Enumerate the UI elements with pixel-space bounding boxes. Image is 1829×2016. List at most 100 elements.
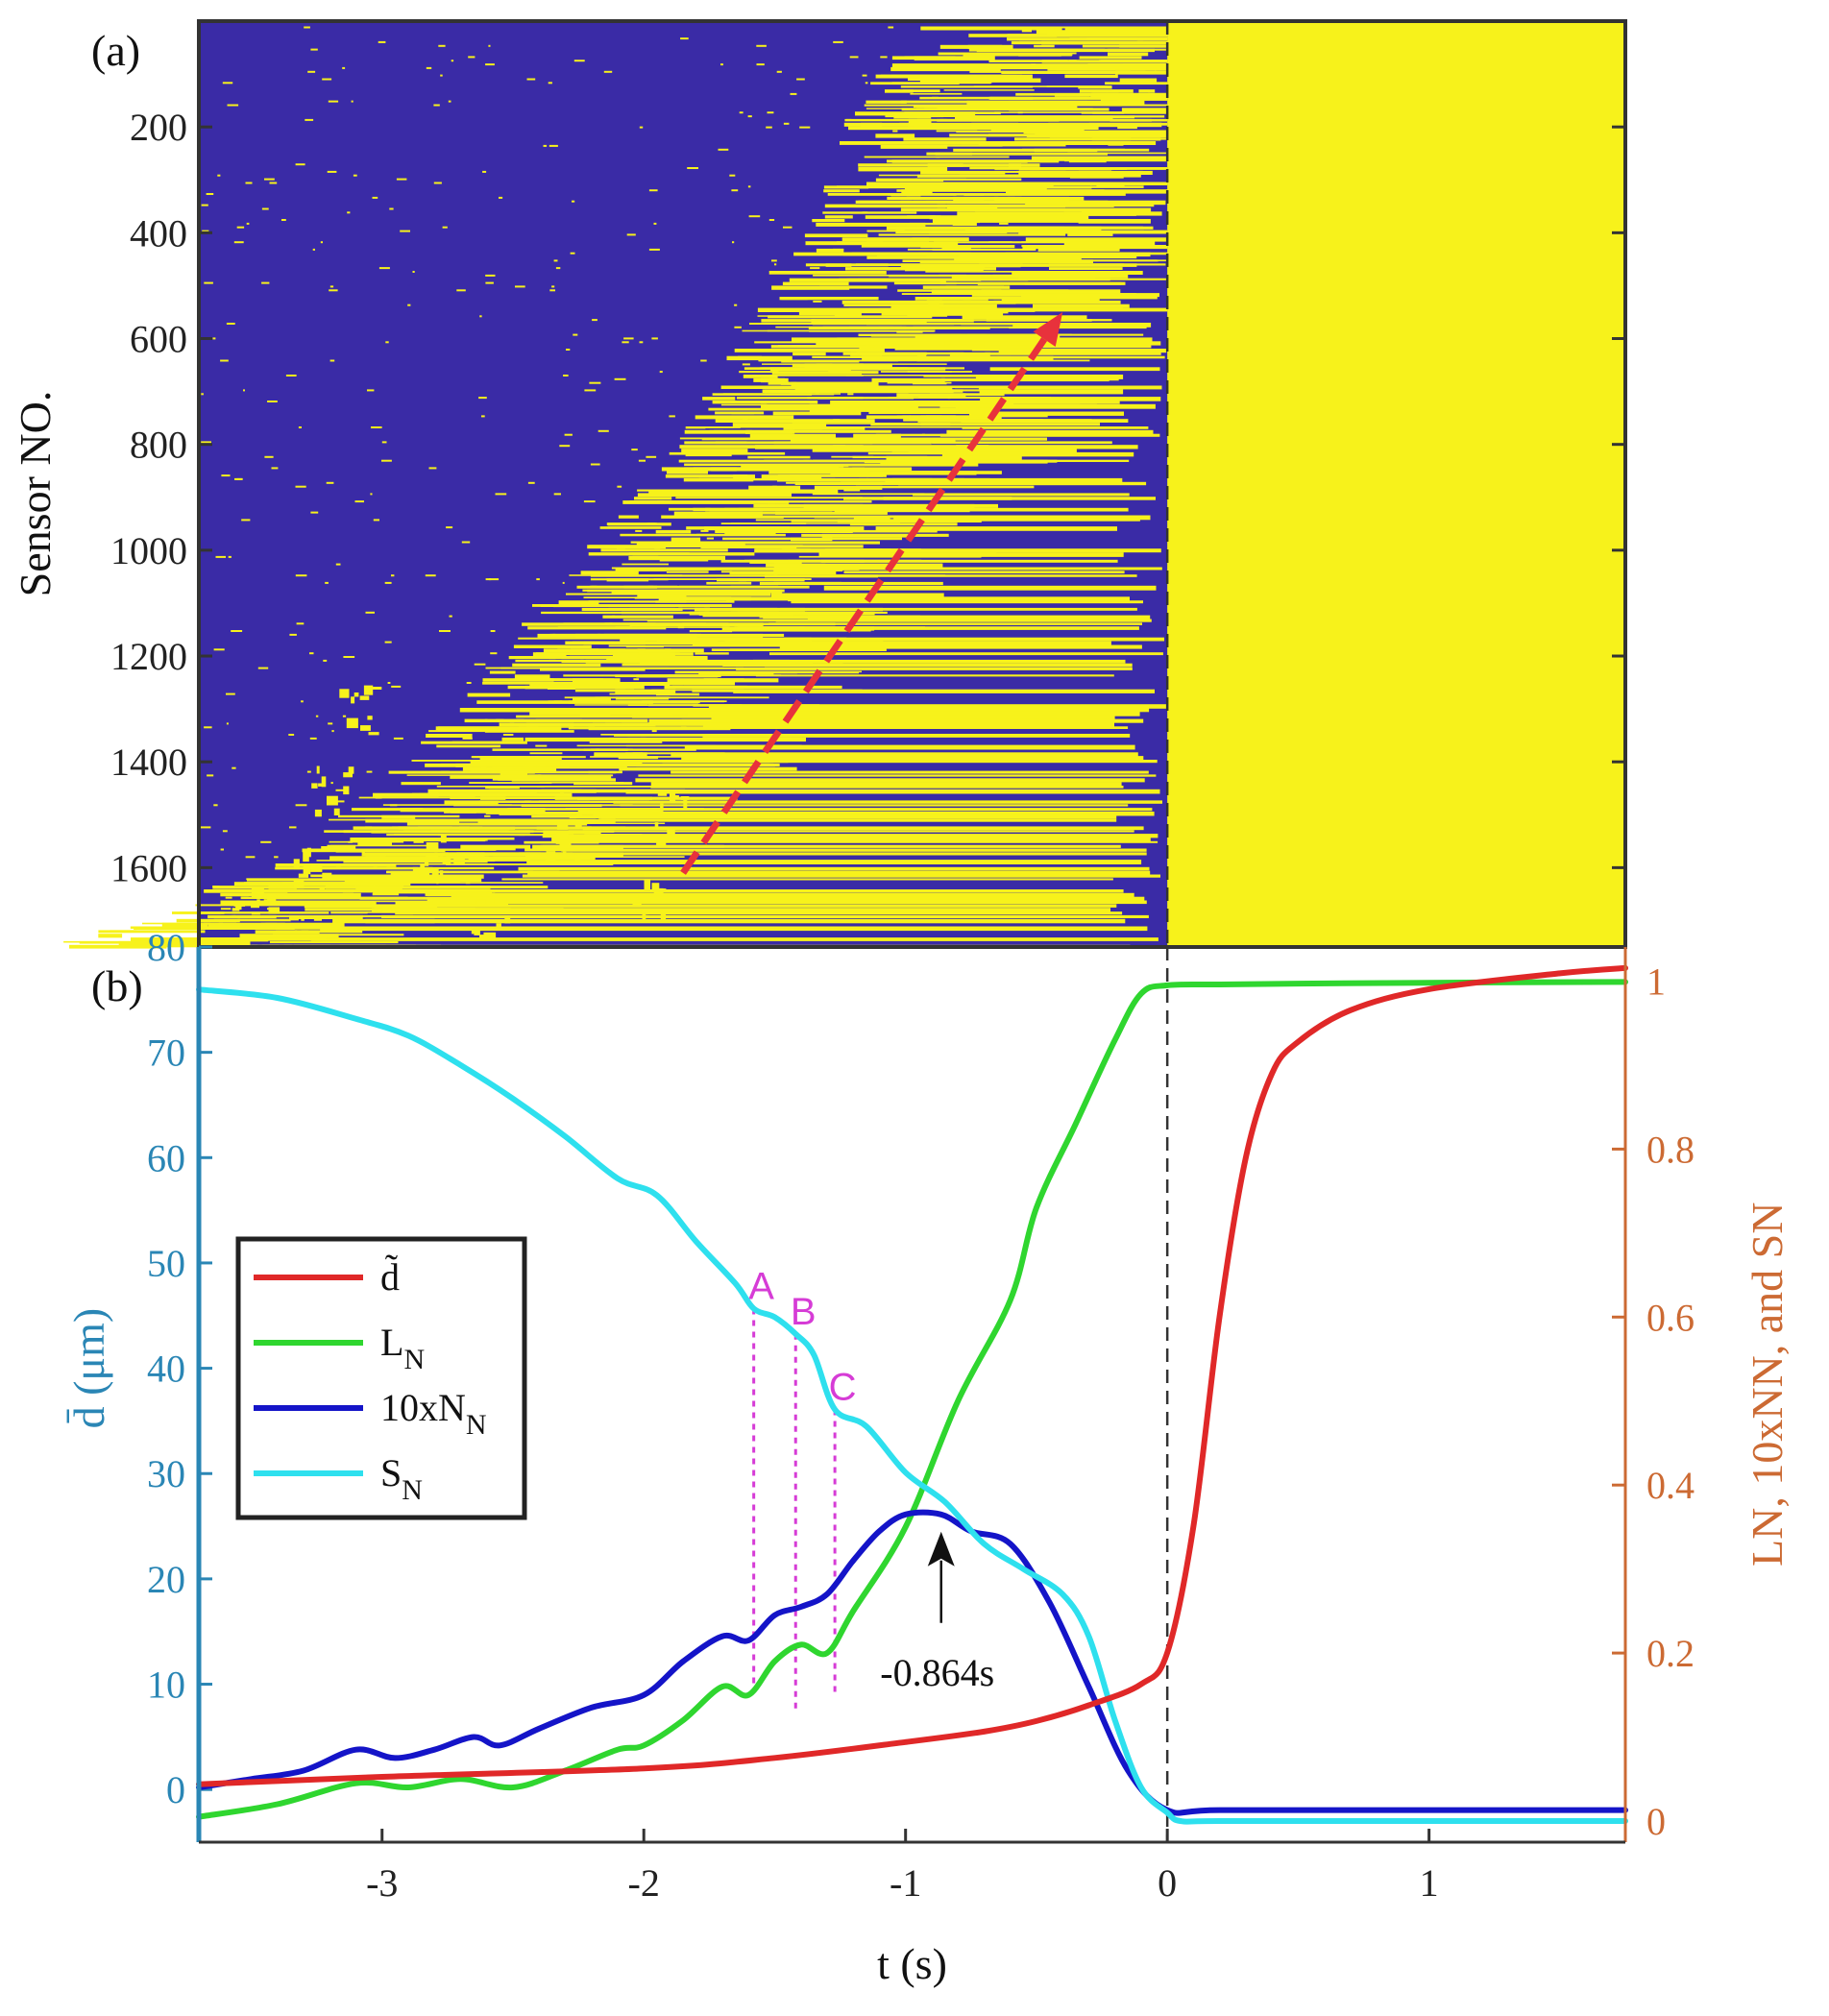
heatmap-streak <box>748 485 801 491</box>
heatmap-streak <box>1039 226 1154 230</box>
heatmap-streak <box>418 826 452 829</box>
left-tick-label: 20 <box>147 1558 185 1601</box>
heatmap-streak <box>1024 281 1122 285</box>
heatmap-speckle <box>822 271 830 273</box>
heatmap-speckle <box>446 526 453 529</box>
heatmap-speckle <box>980 167 985 169</box>
heatmap-speckle <box>646 522 657 525</box>
heatmap-streak <box>534 822 666 824</box>
heatmap-speckle <box>310 48 318 51</box>
panel-b-frame <box>196 947 1627 1844</box>
heatmap-streak <box>829 503 998 508</box>
heatmap-speckle <box>400 230 410 232</box>
heatmap-streak <box>561 848 1147 852</box>
heatmap-streak <box>600 818 1117 822</box>
heatmap-speckle <box>371 426 382 428</box>
heatmap-streak <box>939 44 1013 49</box>
heatmap-streak <box>975 375 1124 379</box>
heatmap-streak <box>937 118 1060 122</box>
heatmap-streak <box>620 637 812 642</box>
heatmap-speckle <box>204 922 210 925</box>
propagation-arrow <box>680 311 1063 875</box>
heatmap-streak <box>837 241 883 245</box>
heatmap-speckle <box>654 548 661 551</box>
heatmap-speckle <box>553 259 558 262</box>
heatmap-speckle <box>982 193 992 195</box>
heatmap-speckle <box>700 359 707 362</box>
heatmap-streak <box>577 796 738 800</box>
heatmap-speckle <box>465 882 471 885</box>
heatmap-speckle <box>218 922 223 925</box>
heatmap-streak <box>813 459 920 463</box>
heatmap-streak <box>929 233 1054 236</box>
heatmap-streak <box>1073 130 1168 134</box>
heatmap-streak <box>590 756 732 758</box>
heatmap-streak <box>927 163 1022 167</box>
heatmap-streak <box>671 770 1149 774</box>
heatmap-speckle <box>584 389 597 392</box>
heatmap-speckle <box>223 889 232 891</box>
heatmap-streak <box>828 371 879 375</box>
heatmap-speckle <box>451 60 454 62</box>
heatmap-speckle <box>261 281 270 284</box>
heatmap-streak <box>950 82 991 85</box>
heatmap-streak <box>698 477 836 481</box>
heatmap-blotch <box>327 795 338 806</box>
heatmap-speckle <box>537 786 545 788</box>
left-axis-title: d̄ (μm) <box>64 1308 113 1429</box>
heatmap-speckle <box>323 659 328 662</box>
heatmap-streak <box>625 789 1160 794</box>
heatmap-streak <box>540 667 646 671</box>
heatmap-streak <box>777 477 933 482</box>
heatmap-streak <box>1009 108 1110 111</box>
heatmap-speckle <box>549 659 556 662</box>
heatmap-streak <box>470 760 643 765</box>
panel-b-label: (b) <box>91 961 143 1010</box>
heatmap-speckle <box>343 900 354 903</box>
heatmap-streak <box>529 766 557 772</box>
heatmap-streak <box>623 585 810 589</box>
heatmap-speckle <box>428 878 434 881</box>
heatmap-speckle <box>264 455 274 458</box>
heatmap-streak <box>365 818 460 823</box>
heatmap-streak <box>913 104 988 109</box>
heatmap-streak <box>858 200 923 204</box>
heatmap-streak <box>358 796 476 799</box>
heatmap-blotch <box>559 839 572 849</box>
heatmap-streak <box>659 559 709 562</box>
heatmap-streak <box>176 918 240 923</box>
heatmap-streak <box>887 159 1060 163</box>
heatmap-streak <box>852 467 913 472</box>
heatmap-speckle <box>415 860 424 862</box>
panel-b-right-axis: 0 0.2 0.4 0.6 0.8 1 <box>1612 959 1695 1843</box>
heatmap-streak <box>634 497 672 500</box>
heatmap-streak <box>594 808 1153 812</box>
legend-label-0: d̃ <box>380 1255 400 1299</box>
heatmap-speckle <box>389 804 398 807</box>
heatmap-streak <box>1021 241 1051 243</box>
heatmap-speckle <box>590 463 600 466</box>
heatmap-speckle <box>1017 111 1023 114</box>
heatmap-streak <box>769 529 938 533</box>
heatmap-speckle <box>813 300 822 303</box>
heatmap-streak <box>320 926 1148 932</box>
heatmap-streak <box>594 752 647 757</box>
heatmap-speckle <box>329 359 335 362</box>
heatmap-streak <box>687 711 1140 717</box>
heatmap-blotch <box>426 842 439 850</box>
heatmap-streak <box>706 630 853 632</box>
heatmap-streak <box>69 944 167 949</box>
heatmap-speckle <box>768 219 775 221</box>
heatmap-speckle <box>747 115 752 118</box>
heatmap-streak <box>655 529 692 534</box>
heatmap-speckle <box>592 319 597 322</box>
heatmap-speckle <box>771 259 777 262</box>
heatmap-speckle <box>638 459 646 462</box>
heatmap-streak <box>450 796 587 800</box>
legend-label-2: 10xNN <box>380 1386 487 1441</box>
heatmap-blotch <box>322 872 332 881</box>
heatmap-streak <box>729 571 837 575</box>
heatmap-speckle <box>485 274 496 277</box>
heatmap-streak <box>871 377 945 383</box>
heatmap-streak <box>963 52 1072 57</box>
